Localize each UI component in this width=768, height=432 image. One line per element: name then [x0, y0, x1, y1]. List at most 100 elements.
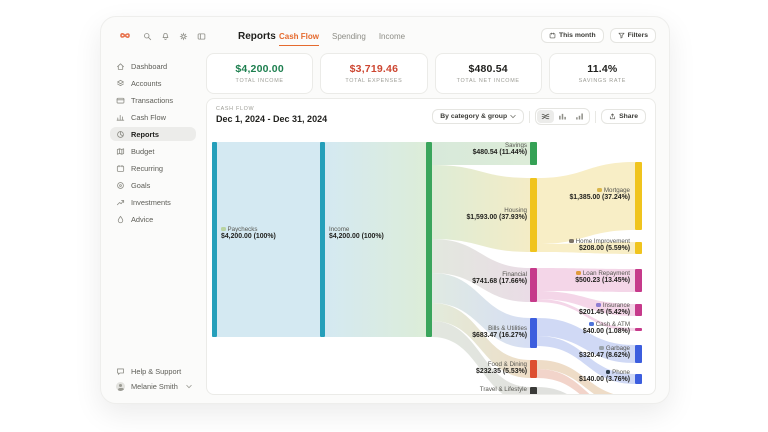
paychecks-icon: [221, 226, 226, 231]
sankey-node-bills[interactable]: [530, 318, 537, 348]
column-view-button[interactable]: [571, 110, 588, 123]
map-icon: [116, 147, 125, 155]
credit-card-icon: [116, 97, 125, 103]
tab-spending[interactable]: Spending: [332, 32, 366, 41]
share-button[interactable]: Share: [601, 109, 646, 124]
search-icon[interactable]: [143, 32, 152, 41]
sankey-label-bills: Bills & Utilities $683.47 (16.27%): [472, 325, 527, 340]
metric-total-expenses: $3,719.46 TOTAL EXPENSES: [320, 53, 428, 94]
bar-chart-icon: [116, 114, 125, 121]
phone-icon: [605, 369, 611, 374]
sidebar-toggle-icon[interactable]: [197, 32, 206, 41]
accounts-icon: [117, 79, 124, 86]
loan-repayment-icon: [576, 270, 581, 275]
target-icon: [117, 181, 124, 189]
sankey-label-garbage: Garbage $320.47 (8.62%): [579, 345, 630, 360]
brand-logo-icon[interactable]: [118, 29, 132, 47]
insurance-icon: [596, 302, 601, 307]
sankey-node-garbage[interactable]: [635, 345, 642, 363]
calendar-icon: [549, 32, 556, 39]
cash-atm-icon: [589, 321, 594, 326]
sidebar-item-transactions[interactable]: Transactions: [110, 93, 196, 107]
sankey-label-loan-repayment: Loan Repayment $500.23 (13.45%): [575, 270, 630, 285]
bar-view-button[interactable]: [554, 110, 571, 123]
sankey-chart: Paychecks $4,200.00 (100%) Income $4,200…: [207, 141, 655, 395]
bell-icon[interactable]: [161, 32, 170, 41]
avatar: [116, 382, 125, 391]
period-button[interactable]: This month: [540, 28, 604, 43]
sidebar-item-advice[interactable]: Advice: [110, 212, 196, 226]
chat-bubble-icon: [117, 368, 124, 375]
chart-type-switch: [535, 108, 591, 125]
chevron-down-icon: [186, 384, 192, 389]
sankey-node-travel[interactable]: [530, 387, 537, 395]
report-tabs: Cash Flow Spending Income: [279, 32, 405, 46]
sankey-node-cash-atm[interactable]: [635, 328, 642, 331]
bar-chart-icon: [559, 113, 566, 120]
sankey-label-housing: Housing $1,593.00 (37.93%): [466, 207, 527, 222]
home-icon: [117, 62, 124, 70]
sankey-label-insurance: Insurance $201.45 (5.42%): [579, 302, 630, 317]
sidebar-item-cash-flow[interactable]: Cash Flow: [110, 110, 196, 124]
sankey-label-financial: Financial $741.68 (17.66%): [472, 271, 527, 286]
sidebar-item-budget[interactable]: Budget: [110, 144, 196, 158]
gear-icon[interactable]: [179, 32, 188, 41]
sankey-label-travel: Travel & Lifestyle: [479, 386, 527, 393]
sankey-node-housing[interactable]: [530, 178, 537, 252]
sidebar-item-dashboard[interactable]: Dashboard: [110, 59, 196, 73]
metric-savings-rate: 11.4% SAVINGS RATE: [548, 53, 656, 94]
sankey-label-cash-atm: Cash & ATM $40.00 (1.08%): [582, 321, 630, 336]
tab-cash-flow[interactable]: Cash Flow: [279, 32, 320, 46]
sidebar-item-reports[interactable]: Reports: [110, 127, 196, 141]
metric-cards: $4,200.00 TOTAL INCOME $3,719.46 TOTAL EXP…: [206, 53, 656, 94]
sankey-node-income[interactable]: [320, 142, 325, 337]
sidebar: Dashboard Accounts Transactions Cash Flo…: [101, 55, 205, 403]
mortgage-icon: [597, 187, 602, 192]
app-window: Reports Cash Flow Spending Income This m…: [100, 16, 670, 404]
chevron-down-icon: [510, 114, 516, 119]
advice-icon: [117, 215, 124, 223]
sankey-node-insurance[interactable]: [635, 304, 642, 316]
sankey-label-income: Income $4,200.00 (100%): [329, 226, 384, 241]
share-icon: [610, 113, 616, 120]
sankey-node-loan-repayment[interactable]: [635, 269, 642, 292]
metric-total-net-income: $480.54 TOTAL NET INCOME: [434, 53, 542, 94]
sankey-icon: [541, 113, 550, 120]
metric-total-income: $4,200.00 TOTAL INCOME: [206, 53, 314, 94]
sankey-label-food: Food & Dining $232.35 (5.53%): [476, 361, 527, 376]
pie-chart-icon: [117, 130, 124, 138]
filters-button[interactable]: Filters: [609, 28, 656, 43]
sankey-node-paychecks[interactable]: [212, 142, 217, 337]
sidebar-item-investments[interactable]: Investments: [110, 195, 196, 209]
cash-flow-card: CASH FLOW Dec 1, 2024 - Dec 31, 2024 By …: [206, 98, 656, 395]
sankey-view-button[interactable]: [537, 110, 555, 123]
sankey-node-home-improvement[interactable]: [635, 242, 642, 254]
garbage-icon: [599, 345, 604, 350]
sankey-label-paychecks: Paychecks $4,200.00 (100%): [221, 226, 276, 241]
sidebar-item-accounts[interactable]: Accounts: [110, 76, 196, 90]
sankey-node-phone[interactable]: [635, 374, 642, 384]
sidebar-item-recurring[interactable]: Recurring: [110, 161, 196, 175]
filter-icon: [618, 32, 625, 39]
sankey-label-mortgage: Mortgage $1,385.00 (37.24%): [569, 187, 630, 202]
stacked-bar-icon: [576, 113, 583, 120]
help-support-button[interactable]: Help & Support: [110, 364, 198, 379]
sankey-node-income-split[interactable]: [426, 142, 432, 337]
group-by-select[interactable]: By category & group: [432, 109, 525, 124]
card-eyebrow: CASH FLOW: [216, 106, 255, 112]
date-range: Dec 1, 2024 - Dec 31, 2024: [216, 114, 328, 124]
sidebar-item-goals[interactable]: Goals: [110, 178, 196, 192]
sankey-node-mortgage[interactable]: [635, 162, 642, 230]
page-title: Reports: [238, 31, 276, 42]
sankey-node-financial[interactable]: [530, 268, 537, 302]
sankey-node-savings[interactable]: [530, 142, 537, 165]
tab-income[interactable]: Income: [378, 32, 406, 41]
home-improvement-icon: [569, 238, 574, 243]
calendar-icon: [116, 164, 125, 172]
user-menu[interactable]: Melanie Smith: [110, 379, 198, 394]
sankey-label-phone: Phone $140.00 (3.76%): [579, 369, 630, 384]
sankey-node-food[interactable]: [530, 360, 537, 378]
trend-up-icon: [116, 199, 125, 205]
sankey-label-savings: Savings $480.54 (11.44%): [472, 142, 527, 157]
sankey-label-home-improvement: Home Improvement $208.00 (5.59%): [540, 238, 630, 254]
